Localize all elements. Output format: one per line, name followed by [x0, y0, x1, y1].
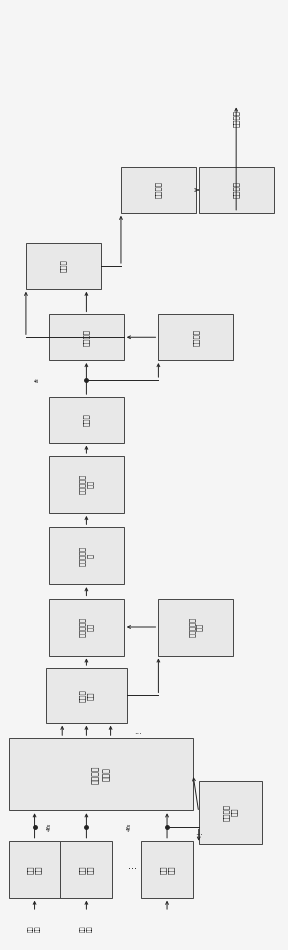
FancyBboxPatch shape — [60, 841, 112, 898]
Text: 主波束成
型算法: 主波束成 型算法 — [91, 765, 111, 784]
Text: 阵列
天线: 阵列 天线 — [29, 926, 41, 932]
FancyBboxPatch shape — [199, 167, 274, 213]
Text: fs: fs — [35, 377, 40, 382]
FancyBboxPatch shape — [9, 738, 193, 810]
Text: 解交织器: 解交织器 — [155, 181, 162, 199]
Text: 信道译码: 信道译码 — [233, 181, 239, 199]
Text: 比特序列: 比特序列 — [233, 110, 239, 127]
Text: 下采样: 下采样 — [83, 413, 90, 427]
FancyBboxPatch shape — [49, 527, 124, 584]
FancyBboxPatch shape — [199, 781, 262, 844]
FancyBboxPatch shape — [121, 167, 196, 213]
Text: 快速傅里叶
变换: 快速傅里叶 变换 — [79, 474, 94, 495]
Text: 除去循环前
缀: 除去循环前 缀 — [79, 545, 94, 566]
Text: 波达方向
估计: 波达方向 估计 — [223, 804, 238, 821]
Text: 模数
转换: 模数 转换 — [160, 865, 174, 873]
Text: 阵列
天线: 阵列 天线 — [80, 926, 92, 932]
Text: 多普勒频偏
补偿: 多普勒频偏 补偿 — [79, 617, 94, 637]
Text: 4fs: 4fs — [46, 823, 52, 830]
Text: 模数
转换: 模数 转换 — [27, 865, 42, 873]
Text: 解调器: 解调器 — [60, 259, 67, 273]
FancyBboxPatch shape — [49, 314, 124, 360]
Text: 模数
转换: 模数 转换 — [79, 865, 94, 873]
Text: 信道估计: 信道估计 — [193, 329, 199, 346]
FancyBboxPatch shape — [158, 598, 233, 656]
FancyBboxPatch shape — [46, 668, 127, 723]
Text: 多普勒频偏
估计: 多普勒频偏 估计 — [189, 617, 203, 637]
FancyBboxPatch shape — [26, 243, 101, 289]
FancyBboxPatch shape — [9, 841, 60, 898]
FancyBboxPatch shape — [49, 456, 124, 513]
Text: ···: ··· — [195, 831, 203, 841]
FancyBboxPatch shape — [49, 598, 124, 656]
Text: ···: ··· — [134, 731, 142, 739]
FancyBboxPatch shape — [141, 841, 193, 898]
FancyBboxPatch shape — [49, 397, 124, 443]
Text: 信号分
离器: 信号分 离器 — [79, 689, 94, 702]
Text: 信道均衡: 信道均衡 — [83, 329, 90, 346]
Text: ···: ··· — [128, 864, 137, 874]
FancyBboxPatch shape — [158, 314, 233, 360]
Text: 4fs: 4fs — [127, 823, 132, 830]
